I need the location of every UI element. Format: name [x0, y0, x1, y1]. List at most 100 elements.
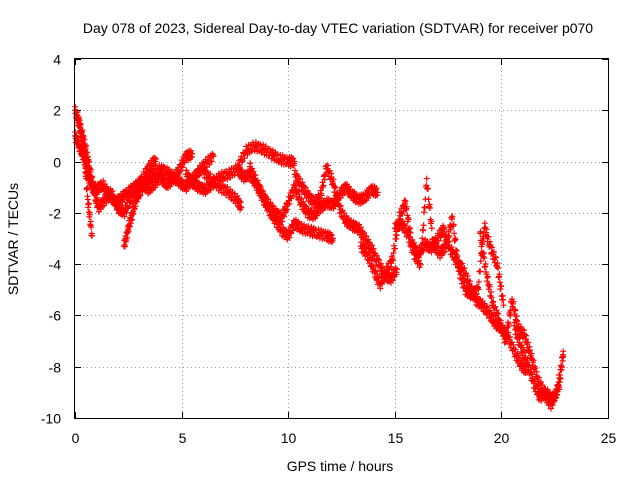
data-point: [432, 240, 439, 247]
data-point: [399, 210, 406, 217]
data-point: [389, 277, 396, 284]
data-point: [420, 227, 427, 234]
data-point: [206, 161, 213, 168]
data-point: [330, 176, 337, 183]
data-point: [137, 192, 144, 199]
data-point: [276, 210, 283, 217]
y-tick-label: 4: [53, 52, 61, 68]
data-point: [260, 188, 267, 195]
data-point: [82, 170, 89, 177]
data-point: [376, 256, 383, 263]
data-point: [390, 249, 397, 256]
data-point: [208, 158, 215, 165]
data-point: [326, 167, 333, 174]
data-point: [236, 165, 243, 172]
data-point: [377, 285, 384, 292]
data-point: [393, 232, 400, 239]
data-point: [207, 170, 214, 177]
series-arc-c: [72, 103, 96, 239]
data-point: [414, 252, 421, 259]
data-point: [372, 267, 379, 274]
data-point: [291, 158, 298, 165]
data-point: [288, 230, 295, 237]
data-point: [125, 228, 132, 235]
data-point: [393, 266, 400, 273]
data-point: [328, 232, 335, 239]
data-point: [109, 188, 116, 195]
data-point: [430, 236, 437, 243]
data-point: [370, 262, 377, 269]
data-point: [80, 142, 87, 149]
data-point: [126, 223, 133, 230]
data-point: [224, 176, 231, 183]
data-point: [373, 185, 380, 192]
y-tick-label: 2: [53, 103, 61, 119]
data-point: [121, 243, 128, 250]
data-point: [82, 158, 89, 165]
data-point: [265, 196, 272, 203]
data-point: [148, 187, 155, 194]
data-point: [274, 151, 281, 158]
data-point: [418, 247, 425, 254]
data-point: [84, 184, 91, 191]
x-tick-label: 25: [601, 430, 617, 446]
data-point: [238, 153, 245, 160]
data-point: [210, 153, 217, 160]
data-point: [374, 189, 381, 196]
data-point: [426, 205, 433, 212]
data-point: [300, 198, 307, 205]
y-tick-label: -4: [49, 257, 62, 273]
data-point: [89, 232, 96, 239]
data-point: [308, 194, 315, 201]
data-point: [377, 260, 384, 267]
data-point: [339, 192, 346, 199]
data-point: [302, 203, 309, 210]
data-point: [384, 270, 391, 277]
y-tick-label: -8: [49, 360, 62, 376]
data-point: [273, 156, 280, 163]
data-point: [224, 184, 231, 191]
data-point: [337, 202, 344, 209]
data-point: [84, 196, 91, 203]
x-tick-label: 0: [72, 430, 80, 446]
data-point: [392, 265, 399, 272]
data-point: [425, 185, 432, 192]
data-point: [227, 193, 234, 200]
y-tick-label: -6: [49, 308, 62, 324]
data-point: [234, 162, 241, 169]
data-point: [77, 122, 84, 129]
data-point: [401, 222, 408, 229]
data-point: [365, 249, 372, 256]
data-point: [267, 199, 274, 206]
data-point: [332, 183, 339, 190]
data-point: [241, 155, 248, 162]
data-point: [249, 165, 256, 172]
x-tick-label: 10: [281, 430, 297, 446]
data-point: [419, 235, 426, 242]
data-point: [88, 223, 95, 230]
data-point: [90, 183, 97, 190]
data-point: [403, 203, 410, 210]
data-point: [425, 196, 432, 203]
data-point: [97, 186, 104, 193]
data-point: [102, 181, 108, 188]
y-tick-label: -2: [49, 206, 62, 222]
series-arc-d: [121, 150, 217, 250]
data-point: [318, 192, 325, 199]
x-tick-label: 20: [494, 430, 510, 446]
data-point: [361, 246, 368, 253]
data-point: [214, 177, 221, 184]
data-point: [78, 129, 85, 136]
data-point: [288, 195, 295, 202]
data-point: [477, 268, 484, 275]
data-point: [428, 218, 435, 225]
data-point: [252, 172, 259, 179]
data-point: [304, 230, 311, 237]
data-point: [435, 237, 442, 244]
data-point: [227, 186, 234, 193]
data-point: [130, 210, 137, 217]
data-point: [428, 225, 435, 232]
x-tick-label: 5: [179, 430, 187, 446]
data-point: [89, 174, 96, 181]
